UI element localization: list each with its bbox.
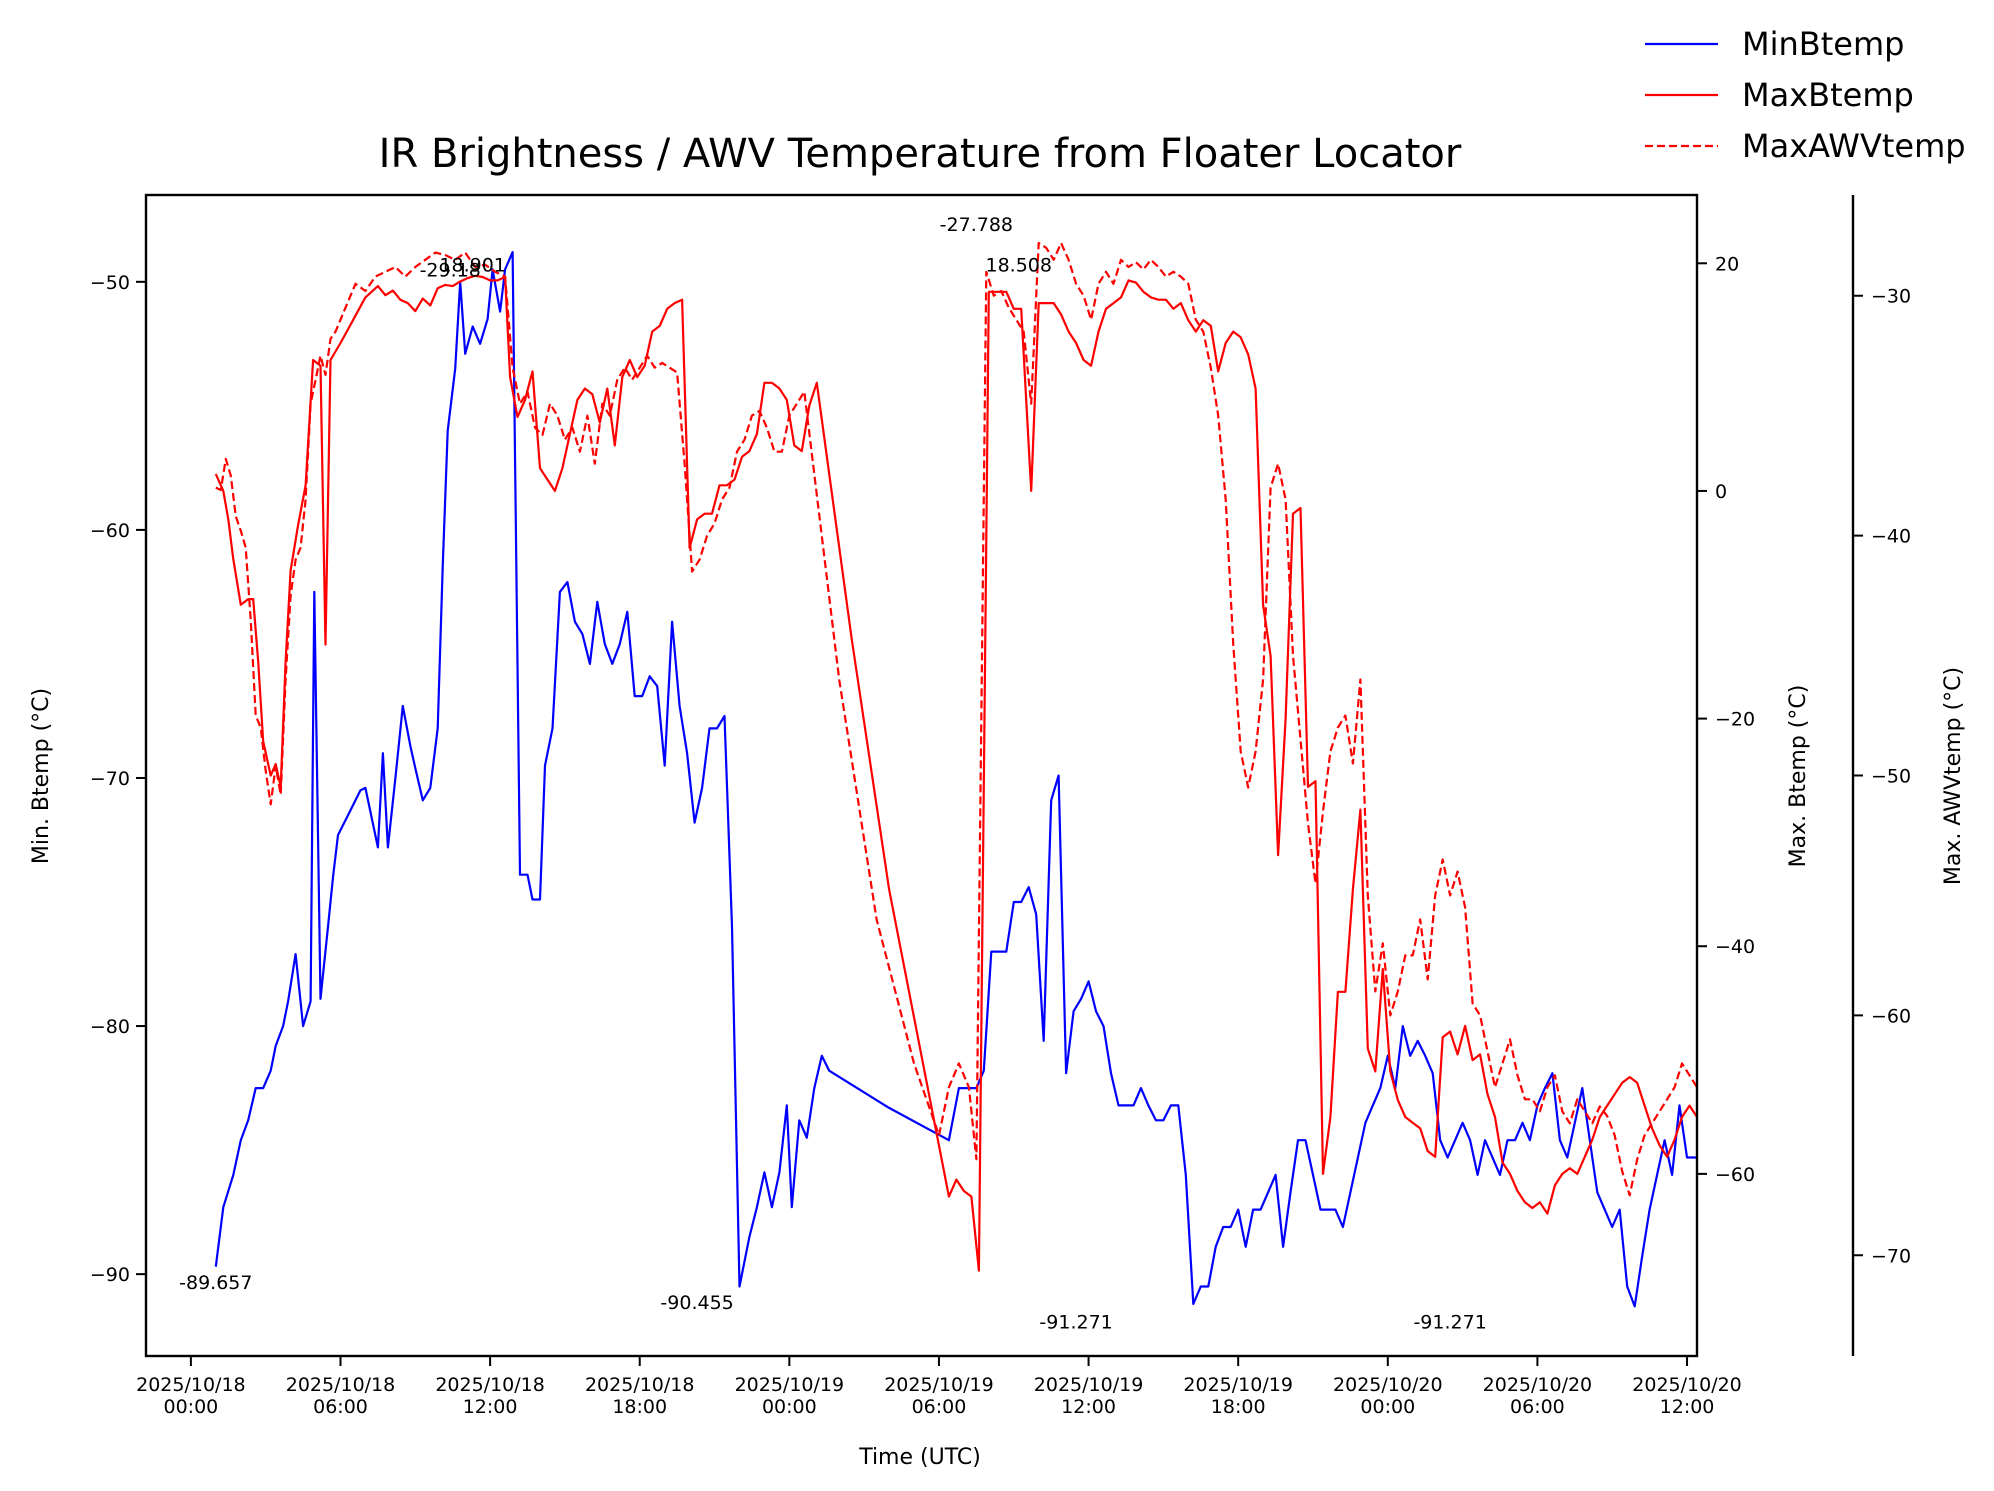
left-y-tick-label: −70 — [90, 768, 130, 790]
value-annotation: -90.455 — [660, 1292, 733, 1314]
legend-label: MaxAWVtemp — [1742, 127, 1966, 165]
series-layer — [214, 241, 1697, 1308]
second-right-y-tick-label: −70 — [1871, 1245, 1911, 1267]
left-y-tick-label: −50 — [90, 272, 130, 294]
x-tick-label: 2025/10/20 06:00 — [1483, 1374, 1593, 1418]
x-tick-label: 2025/10/20 00:00 — [1333, 1374, 1443, 1418]
second-right-y-axis: −30 −40 −50 −60 −70 — [1853, 286, 1911, 1267]
value-annotation: -91.271 — [1039, 1312, 1112, 1334]
series-line-minbtemp — [214, 251, 1697, 1308]
x-tick-label: 2025/10/19 12:00 — [1034, 1374, 1144, 1418]
right-y-tick-label: −20 — [1715, 709, 1755, 731]
second-right-y-tick-label: −50 — [1871, 766, 1911, 788]
x-axis: 2025/10/18 00:00 2025/10/18 06:00 2025/10/18… — [136, 1356, 1742, 1418]
x-tick-label: 2025/10/19 00:00 — [735, 1374, 845, 1418]
x-tick-label: 2025/10/18 18:00 — [585, 1374, 695, 1418]
x-tick-label: 2025/10/18 06:00 — [286, 1374, 396, 1418]
second-right-y-tick-label: −60 — [1871, 1005, 1911, 1027]
value-annotation: -29.18 — [420, 260, 481, 282]
second-right-y-tick-label: −40 — [1871, 526, 1911, 548]
plot-frame — [144, 193, 1699, 1358]
legend-label: MinBtemp — [1742, 25, 1904, 63]
left-y-tick-label: −90 — [90, 1264, 130, 1286]
value-annotation: -91.271 — [1413, 1312, 1486, 1334]
chart-title: IR Brightness / AWV Temperature from Flo… — [379, 131, 1462, 177]
annotations: -89.657 18.901-29.18 -90.455 -27.788 18.508 -… — [179, 214, 1487, 1334]
left-y-axis: −50 −60 −70 −80 −90 — [90, 272, 146, 1286]
right-y-tick-label: 0 — [1715, 481, 1727, 503]
x-tick-label: 2025/10/20 12:00 — [1632, 1374, 1742, 1418]
second-right-y-tick-label: −30 — [1871, 286, 1911, 308]
x-tick-label: 2025/10/18 12:00 — [435, 1374, 545, 1418]
left-y-tick-label: −80 — [90, 1016, 130, 1038]
plot-area — [144, 193, 1699, 1358]
right-y-tick-label: 20 — [1715, 253, 1739, 275]
series-line-maxbtemp — [214, 274, 1697, 1272]
legend: MinBtemp MaxBtemp MaxAWVtemp — [1645, 25, 1966, 165]
right-y-axis: 20 0 −20 −40 −60 — [1697, 253, 1755, 1186]
left-y-axis-title: Min. Btemp (°C) — [29, 688, 54, 864]
x-axis-title: Time (UTC) — [858, 1445, 981, 1470]
value-annotation: -89.657 — [179, 1272, 252, 1294]
left-y-tick-label: −60 — [90, 520, 130, 542]
legend-label: MaxBtemp — [1742, 76, 1914, 114]
value-annotation: 18.901 — [439, 254, 505, 276]
value-annotation: 18.508 — [986, 254, 1052, 276]
right-y-tick-label: −40 — [1715, 936, 1755, 958]
x-tick-label: 2025/10/19 06:00 — [884, 1374, 994, 1418]
right-y-tick-label: −60 — [1715, 1164, 1755, 1186]
right-y-axis-title: Max. Btemp (°C) — [1786, 685, 1811, 868]
x-tick-label: 2025/10/18 00:00 — [136, 1374, 246, 1418]
value-annotation: -27.788 — [940, 214, 1013, 236]
x-tick-label: 2025/10/19 18:00 — [1183, 1374, 1293, 1418]
second-right-y-axis-title: Max. AWVtemp (°C) — [1941, 667, 1966, 885]
